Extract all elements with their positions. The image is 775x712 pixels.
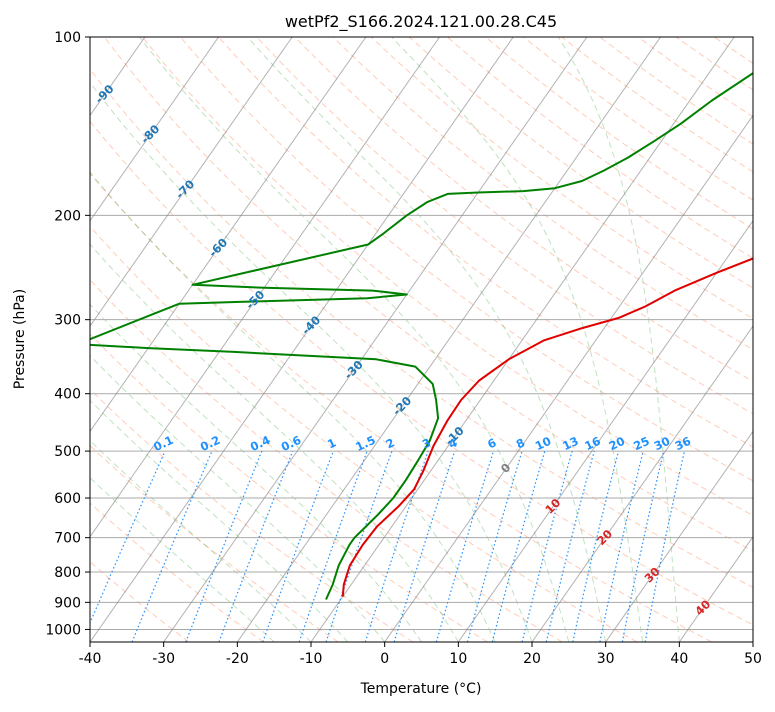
dry-adiabat xyxy=(333,37,775,642)
mixing-ratio-line xyxy=(468,451,523,642)
isotherm-line xyxy=(311,37,734,642)
x-tick-label: -20 xyxy=(226,651,249,667)
mixing-ratio-line xyxy=(645,451,684,642)
line-labels: -100-90-80-70-60-50-40-30-20-10010203040… xyxy=(42,41,713,618)
mixing-ratio-line xyxy=(132,451,212,642)
moist-adiabat xyxy=(57,37,532,642)
mixing-ratio-line xyxy=(600,451,643,642)
y-tick-label: 500 xyxy=(54,444,81,460)
mixing-ratio-label: 30 xyxy=(652,434,672,453)
y-tick-label: 700 xyxy=(54,531,81,547)
mixing-ratio-label: 13 xyxy=(560,434,580,453)
isotherm-label: -90 xyxy=(92,82,117,107)
y-axis-label: Pressure (hPa) xyxy=(12,289,28,389)
isotherm-line xyxy=(164,37,587,642)
isotherm-label: 30 xyxy=(641,564,662,585)
mixing-ratio-line xyxy=(522,451,572,642)
isotherm-label: -50 xyxy=(243,287,268,312)
mixing-ratio-label: 16 xyxy=(582,434,602,453)
mixing-ratio-line xyxy=(326,451,392,642)
y-tick-label: 900 xyxy=(54,595,81,611)
x-tick-label: -10 xyxy=(300,651,323,667)
moist-adiabat xyxy=(0,37,495,642)
dry-adiabat xyxy=(0,37,338,642)
x-tick-label: 20 xyxy=(523,651,541,667)
isotherm-label: -60 xyxy=(206,235,231,260)
x-tick-label: 0 xyxy=(380,651,389,667)
dry-adiabat xyxy=(0,37,712,642)
plot-frame xyxy=(90,37,753,642)
dry-adiabat xyxy=(486,37,775,642)
moist-adiabat xyxy=(140,37,569,642)
dry-adiabat xyxy=(295,37,775,642)
isotherm-label: 10 xyxy=(542,495,563,516)
x-tick-label: 50 xyxy=(744,651,762,667)
isotherm-line xyxy=(385,37,775,642)
isotherm-line xyxy=(0,37,219,642)
mixing-ratio-lines xyxy=(82,451,685,642)
dry-adiabat xyxy=(0,37,264,642)
y-tick-label: 600 xyxy=(54,491,81,507)
mixing-ratio-label: 25 xyxy=(631,434,651,453)
dry-adiabat xyxy=(409,37,775,642)
isotherm-line xyxy=(0,37,366,642)
mixing-ratio-line xyxy=(82,451,165,642)
mixing-ratio-line xyxy=(436,451,493,642)
isotherm-label: -30 xyxy=(341,357,366,382)
plot-background-lines xyxy=(0,37,775,642)
x-tick-label: 40 xyxy=(670,651,688,667)
mixing-ratio-label: 10 xyxy=(533,434,553,453)
dry-adiabat xyxy=(600,37,775,642)
x-tick-label: 10 xyxy=(449,651,467,667)
dry-adiabat xyxy=(752,37,775,642)
y-tick-label: 1000 xyxy=(45,622,81,638)
x-tick-label: -30 xyxy=(152,651,175,667)
isotherm-label: 20 xyxy=(594,527,615,548)
isotherm-line xyxy=(16,37,439,642)
x-tick-label: -40 xyxy=(79,651,102,667)
dry-adiabat xyxy=(676,37,775,642)
y-tick-label: 400 xyxy=(54,387,81,403)
mixing-ratio-line xyxy=(492,451,545,642)
isotherm-line xyxy=(606,37,775,642)
isotherm-line xyxy=(753,37,775,642)
mixing-ratio-line xyxy=(573,451,619,642)
dry-adiabat xyxy=(142,37,775,642)
x-tick-label: 30 xyxy=(597,651,615,667)
y-tick-label: 800 xyxy=(54,565,81,581)
mixing-ratio-line xyxy=(299,451,367,642)
y-tick-label: 100 xyxy=(54,30,81,46)
mixing-ratio-line xyxy=(186,451,262,642)
mixing-ratio-label: 1 xyxy=(325,435,338,451)
chart-title: wetPf2_S166.2024.121.00.28.C45 xyxy=(285,12,557,32)
isotherm-line xyxy=(237,37,660,642)
isotherm-label: -20 xyxy=(390,394,415,419)
x-axis-label: Temperature (°C) xyxy=(360,681,482,697)
y-axis: 100 200 300 400 500 600 700 800 900 1000 xyxy=(45,30,90,638)
isotherm-label: -80 xyxy=(138,122,163,147)
isotherm-line xyxy=(0,37,71,642)
dry-adiabat xyxy=(0,37,488,642)
dry-adiabat xyxy=(371,37,775,642)
mixing-ratio-label: 6 xyxy=(485,435,498,451)
dry-adiabat xyxy=(447,37,775,642)
y-tick-label: 200 xyxy=(54,208,81,224)
dry-adiabat xyxy=(0,37,413,642)
moist-adiabat xyxy=(0,37,385,642)
mixing-ratio-label: 20 xyxy=(607,434,627,453)
dry-adiabat xyxy=(257,37,775,642)
dry-adiabat xyxy=(0,37,189,642)
isotherm-label: 40 xyxy=(692,597,713,618)
mixing-ratio-line xyxy=(546,451,594,642)
dry-adiabat xyxy=(524,37,775,642)
y-tick-label: 300 xyxy=(54,313,81,329)
isotherm-label: -70 xyxy=(173,177,198,202)
x-axis: -40 -30 -20 -10 0 10 20 30 40 50 xyxy=(79,642,762,667)
mixing-ratio-line xyxy=(263,451,334,642)
dry-adiabat xyxy=(638,37,775,642)
isotherm-label: 0 xyxy=(498,460,514,476)
